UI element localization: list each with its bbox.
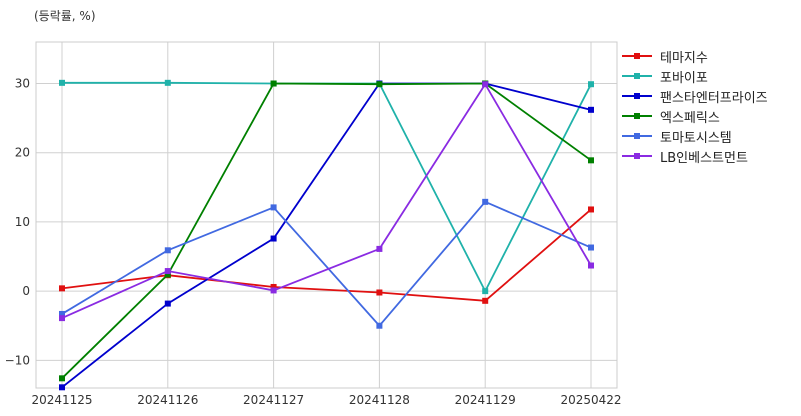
legend-swatch [622, 70, 652, 82]
series-line-3 [61, 82, 592, 379]
legend-swatch [622, 130, 652, 142]
series-layer [59, 79, 594, 391]
series-line-2 [61, 82, 592, 389]
data-point [59, 315, 65, 322]
y-tick-label: −10 [5, 353, 30, 367]
legend-label: 토마토시스템 [660, 130, 732, 146]
data-point [164, 268, 171, 275]
data-point [376, 322, 383, 329]
legend-item: LB인베스트먼트 [622, 146, 768, 166]
data-point [588, 206, 594, 213]
y-tick-label: 10 [15, 215, 30, 229]
legend-label: 엑스페릭스 [660, 110, 720, 126]
unit-label: (등락률, %) [34, 9, 96, 23]
x-tick-label: 20241127 [243, 393, 304, 407]
legend-item: 포바이포 [622, 66, 768, 86]
legend-label: LB인베스트먼트 [660, 150, 748, 166]
data-point [164, 247, 171, 254]
series-line-4 [61, 200, 592, 328]
legend-label: 포바이포 [660, 70, 708, 86]
legend-item: 팬스타엔터프라이즈 [622, 86, 768, 106]
series-line-0 [61, 208, 592, 302]
data-point [270, 204, 277, 211]
data-point [482, 198, 489, 205]
data-point [588, 157, 594, 164]
data-point [482, 288, 489, 295]
data-point [376, 289, 383, 296]
data-point [270, 287, 277, 294]
x-tick-label: 20241125 [31, 393, 92, 407]
data-point [376, 245, 383, 252]
x-tick-label: 20250422 [560, 393, 621, 407]
legend-label: 테마지수 [660, 50, 708, 66]
legend-item: 테마지수 [622, 46, 768, 66]
legend-item: 엑스페릭스 [622, 106, 768, 126]
legend-swatch [622, 90, 652, 102]
data-point [270, 235, 277, 242]
series-line-5 [61, 82, 592, 319]
data-point [376, 81, 383, 88]
data-point [588, 106, 594, 113]
data-point [59, 375, 65, 382]
data-point [59, 79, 65, 86]
data-point [164, 79, 171, 86]
y-tick-label: 30 [15, 77, 30, 91]
data-point [164, 271, 171, 278]
data-point [164, 300, 171, 307]
data-point [59, 285, 65, 292]
legend-swatch [622, 110, 652, 122]
y-tick-label: 0 [22, 284, 30, 298]
legend-item: 토마토시스템 [622, 126, 768, 146]
data-point [59, 310, 65, 317]
x-tick-label: 20241129 [455, 393, 516, 407]
data-point [588, 244, 594, 251]
data-point [588, 81, 594, 88]
data-point [270, 283, 277, 290]
axis-layer: −10 0 10 20 30 20241125 20241126 20241127 202411… [5, 41, 622, 407]
data-point [588, 262, 594, 269]
series-line-1 [62, 81, 592, 294]
legend-swatch [622, 50, 652, 62]
x-tick-label: 20241128 [349, 393, 410, 407]
data-point [482, 297, 489, 304]
data-point [59, 384, 65, 391]
legend-swatch [622, 150, 652, 162]
data-point [482, 81, 489, 88]
legend-label: 팬스타엔터프라이즈 [660, 90, 768, 106]
plot-frame [35, 41, 618, 389]
y-tick-label: 20 [15, 146, 30, 160]
x-tick-label: 20241126 [137, 393, 198, 407]
data-point [270, 80, 277, 87]
